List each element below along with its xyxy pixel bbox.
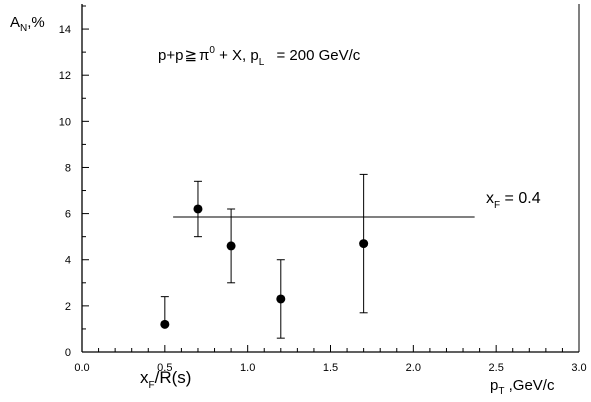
x-tick-label: 1.5 [323, 362, 338, 374]
reaction-annotation: p+p≧ π0 + X, pL = 200 GeV/c [158, 45, 361, 68]
x-tick-label: 2.5 [489, 362, 504, 374]
data-point [226, 241, 236, 251]
y-axis-label: AN,% [10, 14, 45, 34]
error-bars [160, 173, 368, 339]
y-tick-label: 10 [59, 116, 71, 128]
y-tick-label: 14 [59, 24, 71, 36]
data-point [359, 239, 369, 249]
data-point [160, 319, 170, 329]
y-tick-label: 8 [65, 162, 71, 174]
x-tick-label: 2.0 [406, 362, 421, 374]
x-tick-label: 0.0 [74, 362, 89, 374]
y-tick-label: 2 [65, 301, 71, 313]
x-tick-label: 0.5 [157, 362, 172, 374]
y-tick-label: 4 [65, 255, 71, 267]
y-tick-label: 6 [65, 209, 71, 221]
x-tick-labels: 0.0 0.5 1.0 1.5 2.0 2.5 3.0 [74, 362, 586, 374]
x-ticks [81, 345, 580, 352]
y-ticks [82, 5, 89, 353]
y-tick-label: 0 [65, 347, 71, 359]
x-tick-label: 3.0 [571, 362, 586, 374]
xf-scaling-annotation: xF/R(s) [140, 368, 191, 391]
y-tick-labels: 0 2 4 6 8 10 12 14 [59, 24, 71, 359]
data-point [193, 204, 203, 214]
y-tick-label: 12 [59, 70, 71, 82]
data-points [160, 204, 369, 329]
xf-value-annotation: xF = 0.4 [486, 190, 541, 211]
x-tick-label: 1.0 [240, 362, 255, 374]
data-point [276, 294, 286, 304]
x-axis-label: pT ,GeV/c [490, 377, 555, 397]
